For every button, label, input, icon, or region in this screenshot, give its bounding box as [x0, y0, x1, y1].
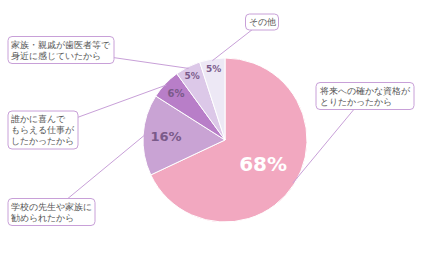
- chart-container: 68%16%6%5%5%将来への確かな資格がとりたかったから学校の先生や家族に勧…: [0, 0, 430, 262]
- data-labels: 68%16%6%5%5%: [151, 64, 288, 176]
- category-label: 将来への確かな資格がとりたかったから: [319, 86, 411, 107]
- label-box: [246, 14, 279, 30]
- data-label: 5%: [185, 71, 200, 81]
- slices: [143, 58, 307, 222]
- pie-slice: [151, 58, 307, 222]
- category-label: その他: [249, 17, 276, 27]
- data-label: 5%: [206, 64, 221, 74]
- pie-slice: [200, 58, 225, 140]
- pie-chart: 68%16%6%5%5%将来への確かな資格がとりたかったから学校の先生や家族に勧…: [0, 0, 430, 262]
- category-label: 誰かに喜んでもらえる仕事がしたかったから: [11, 114, 75, 146]
- callout: 家族・親戚が歯医者等で身近に感じていたから: [8, 37, 189, 69]
- category-label: 学校の先生や家族に勧められたから: [11, 202, 92, 223]
- label-box: [8, 199, 95, 226]
- data-label: 6%: [167, 88, 184, 99]
- data-label: 16%: [151, 129, 182, 144]
- label-box: [316, 83, 414, 110]
- callout: その他: [212, 14, 278, 61]
- label-box: [8, 37, 114, 64]
- label-box: [8, 111, 78, 149]
- category-label: 家族・親戚が歯医者等で身近に感じていたから: [11, 40, 111, 61]
- callout: 将来への確かな資格がとりたかったから: [293, 83, 414, 184]
- data-label: 68%: [239, 152, 287, 176]
- callout: 誰かに喜んでもらえる仕事がしたかったから: [8, 85, 166, 149]
- callouts: 将来への確かな資格がとりたかったから学校の先生や家族に勧められたから 誰かに喜んで…: [8, 14, 414, 226]
